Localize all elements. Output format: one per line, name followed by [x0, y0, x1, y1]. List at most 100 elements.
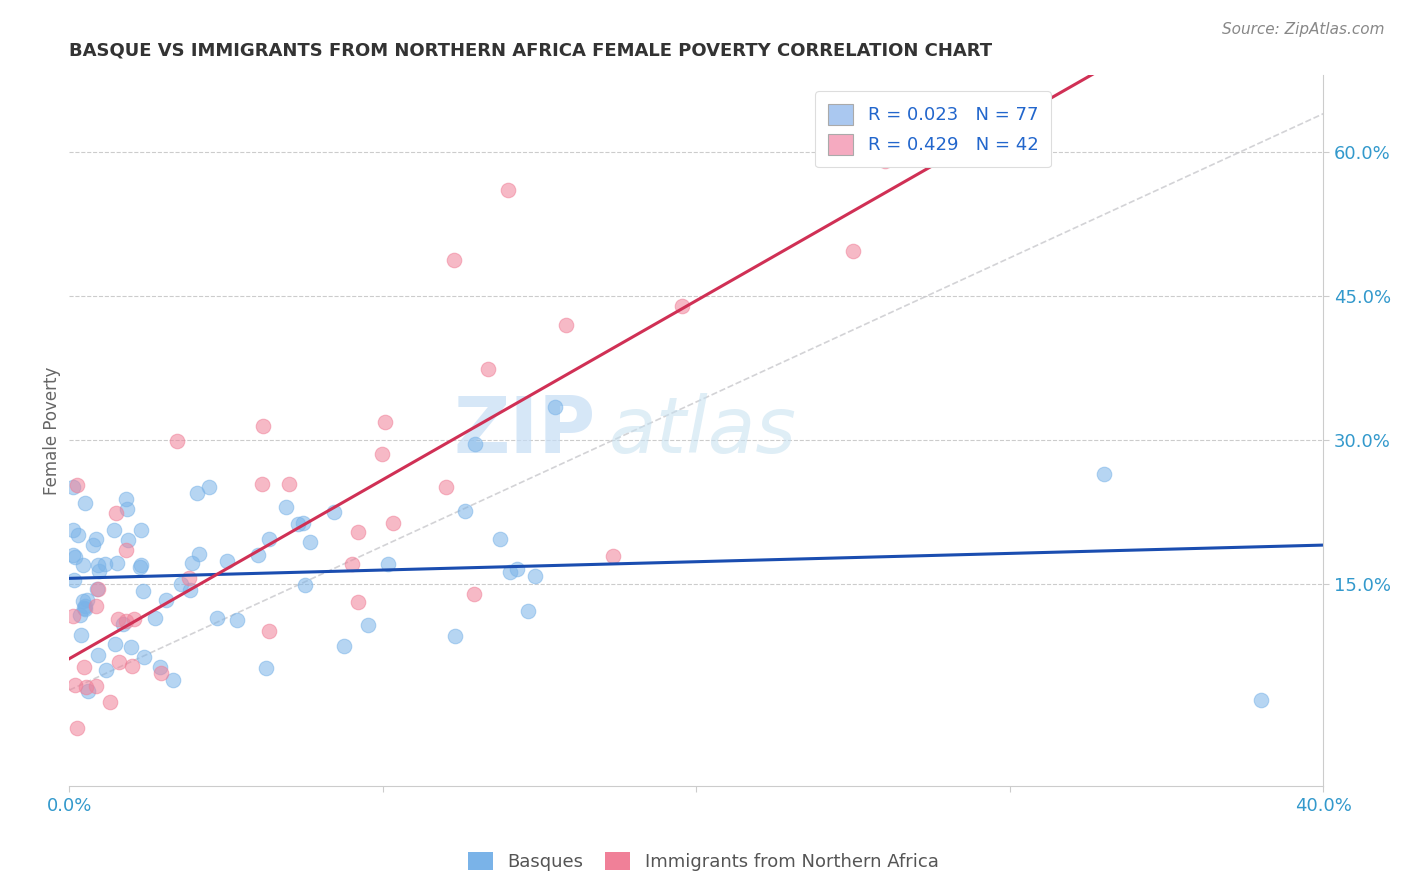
Point — [104, 637, 127, 651]
Point — [115, 615, 138, 629]
Point — [115, 502, 138, 516]
Point — [62, 480, 84, 494]
Point — [84, 679, 107, 693]
Point — [162, 673, 184, 688]
Point — [105, 506, 128, 520]
Point — [66, 528, 89, 542]
Point — [291, 516, 314, 530]
Point — [87, 582, 110, 597]
Point — [143, 611, 166, 625]
Point — [250, 477, 273, 491]
Point — [66, 721, 89, 735]
Point — [150, 665, 173, 680]
Point — [477, 361, 499, 376]
Point — [506, 561, 529, 575]
Point — [842, 244, 865, 258]
Point — [121, 640, 143, 655]
Point — [132, 649, 155, 664]
Point — [252, 419, 274, 434]
Point — [274, 500, 297, 515]
Point — [1250, 692, 1272, 706]
Point — [72, 558, 94, 573]
Point — [381, 516, 404, 530]
Point — [496, 184, 519, 198]
Point — [69, 608, 91, 623]
Legend: Basques, Immigrants from Northern Africa: Basques, Immigrants from Northern Africa — [460, 845, 946, 879]
Point — [62, 548, 84, 562]
Point — [287, 517, 309, 532]
Text: BASQUE VS IMMIGRANTS FROM NORTHERN AFRICA FEMALE POVERTY CORRELATION CHART: BASQUE VS IMMIGRANTS FROM NORTHERN AFRIC… — [69, 42, 993, 60]
Point — [544, 400, 567, 414]
Point — [121, 659, 143, 673]
Point — [198, 480, 221, 494]
Point — [333, 639, 356, 653]
Point — [72, 594, 94, 608]
Point — [76, 593, 98, 607]
Point — [87, 558, 110, 573]
Legend: R = 0.023   N = 77, R = 0.429   N = 42: R = 0.023 N = 77, R = 0.429 N = 42 — [815, 91, 1052, 168]
Point — [1092, 467, 1115, 481]
Text: Source: ZipAtlas.com: Source: ZipAtlas.com — [1222, 22, 1385, 37]
Y-axis label: Female Poverty: Female Poverty — [44, 367, 60, 495]
Point — [294, 578, 316, 592]
Point — [112, 617, 135, 632]
Point — [377, 558, 399, 572]
Point — [149, 660, 172, 674]
Point — [155, 592, 177, 607]
Point — [602, 549, 624, 563]
Point — [298, 534, 321, 549]
Point — [166, 434, 188, 448]
Point — [122, 612, 145, 626]
Point — [463, 587, 485, 601]
Point — [246, 548, 269, 562]
Point — [98, 694, 121, 708]
Point — [499, 565, 522, 579]
Point — [464, 437, 486, 451]
Point — [254, 660, 277, 674]
Point — [226, 613, 249, 627]
Point — [62, 609, 84, 624]
Point — [77, 684, 100, 698]
Point — [671, 299, 693, 313]
Point — [86, 533, 108, 547]
Point — [107, 612, 129, 626]
Point — [129, 558, 152, 572]
Point — [66, 478, 89, 492]
Point — [188, 547, 211, 561]
Point — [87, 648, 110, 662]
Point — [434, 480, 457, 494]
Point — [86, 582, 108, 596]
Point — [257, 532, 280, 546]
Point — [180, 556, 202, 570]
Point — [103, 523, 125, 537]
Point — [87, 564, 110, 578]
Point — [371, 447, 394, 461]
Point — [63, 677, 86, 691]
Point — [517, 604, 540, 618]
Point — [128, 560, 150, 574]
Point — [205, 610, 228, 624]
Point — [217, 553, 239, 567]
Point — [347, 525, 370, 540]
Point — [179, 571, 201, 585]
Point — [105, 556, 128, 570]
Point — [73, 600, 96, 615]
Point — [108, 655, 131, 669]
Point — [555, 318, 578, 332]
Point — [132, 584, 155, 599]
Point — [75, 601, 97, 615]
Point — [117, 533, 139, 548]
Point — [70, 628, 93, 642]
Point — [86, 599, 108, 614]
Point — [169, 577, 191, 591]
Point — [322, 505, 344, 519]
Point — [114, 543, 136, 558]
Point — [186, 486, 208, 500]
Point — [75, 680, 97, 694]
Point — [356, 618, 378, 632]
Point — [82, 538, 104, 552]
Point — [374, 415, 396, 429]
Point — [94, 557, 117, 571]
Point — [346, 595, 368, 609]
Point — [79, 806, 101, 821]
